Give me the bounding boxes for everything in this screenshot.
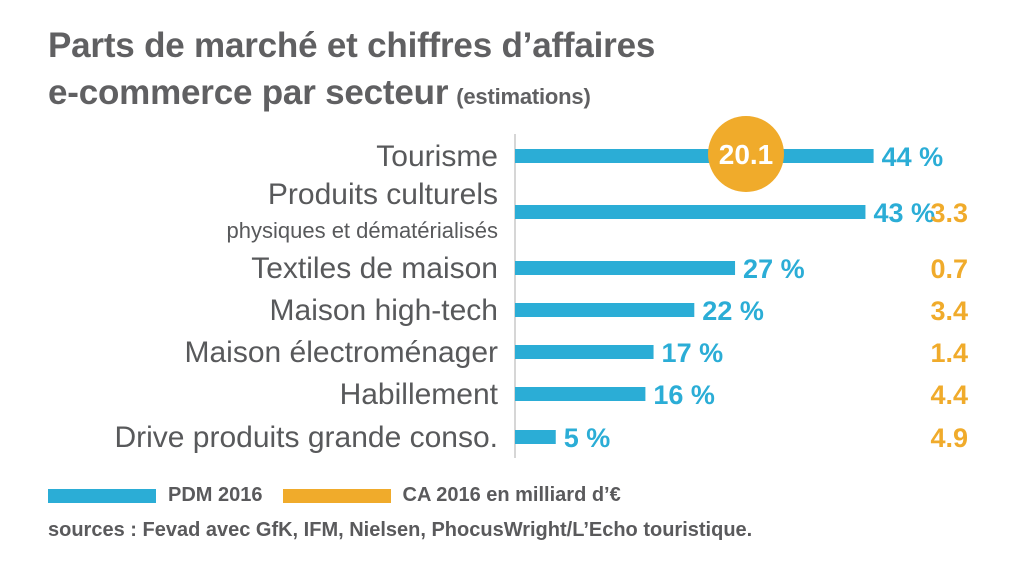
pdm-bar [515, 261, 736, 275]
ca-value-label: 3.3 [930, 198, 968, 228]
category-sublabel: physiques et dématérialisés [227, 218, 498, 243]
chart-title-line2: e-commerce par secteur [48, 73, 449, 112]
pdm-value-label: 16 % [653, 380, 715, 410]
pdm-bar [515, 430, 556, 444]
ca-value-label: 20.1 [719, 139, 774, 170]
chart-title-line1: Parts de marché et chiffres d’affaires [48, 26, 656, 65]
ca-value-label: 4.9 [930, 423, 968, 453]
legend-swatch-pdm [48, 488, 156, 503]
pdm-bar [515, 387, 646, 401]
legend-swatch-ca [282, 488, 391, 503]
legend-label-pdm: PDM 2016 [168, 484, 263, 506]
pdm-value-label: 44 % [882, 142, 944, 172]
category-label: Textiles de maison [251, 252, 498, 285]
ca-value-label: 1.4 [930, 338, 968, 368]
pdm-value-label: 17 % [662, 338, 724, 368]
category-label: Produits culturels [268, 178, 498, 211]
legend: PDM 2016 CA 2016 en milliard d’€ [48, 484, 641, 507]
category-label: Drive produits grande conso. [114, 421, 498, 454]
ca-value-label: 3.4 [930, 296, 968, 326]
pdm-bar [515, 303, 695, 317]
source-note: sources : Fevad avec GfK, IFM, Nielsen, … [48, 519, 753, 541]
chart-title: Parts de marché et chiffres d’affaires e… [48, 22, 655, 120]
pdm-bar [515, 345, 654, 359]
category-label: Tourisme [376, 140, 498, 173]
pdm-value-label: 43 % [873, 198, 935, 228]
ca-highlight-circle [708, 116, 784, 192]
legend-item-pdm: PDM 2016 [48, 484, 263, 507]
category-label: Maison électroménager [185, 336, 499, 369]
legend-label-ca: CA 2016 en milliard d’€ [402, 484, 621, 506]
pdm-bar [515, 149, 874, 163]
ca-value-label: 4.4 [930, 380, 968, 410]
pdm-value-label: 5 % [564, 423, 611, 453]
category-label: Habillement [340, 378, 499, 411]
category-label: Maison high-tech [270, 294, 498, 327]
ca-value-label: 0.7 [930, 254, 968, 284]
pdm-value-label: 27 % [743, 254, 805, 284]
chart-subtitle: (estimations) [456, 84, 591, 109]
bar-chart: Tourisme 44 % 20.1 Produits culturels physiq… [114, 116, 968, 458]
pdm-bar [515, 205, 866, 219]
pdm-value-label: 22 % [702, 296, 764, 326]
legend-item-ca: CA 2016 en milliard d’€ [282, 484, 621, 507]
